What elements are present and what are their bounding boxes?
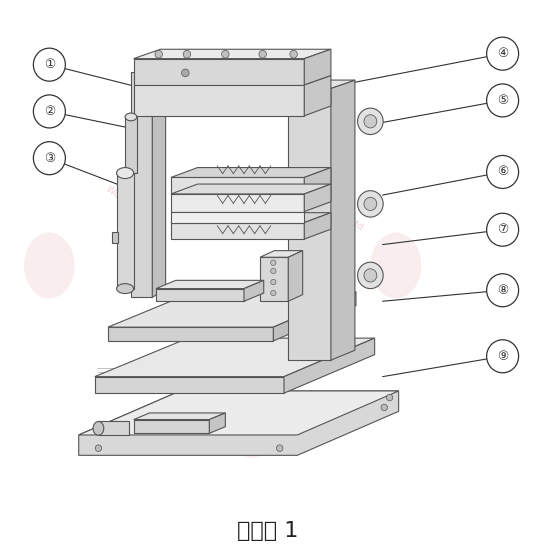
Polygon shape (171, 178, 304, 194)
Polygon shape (152, 66, 166, 298)
Polygon shape (156, 289, 244, 301)
Polygon shape (133, 49, 331, 59)
Circle shape (271, 290, 276, 296)
Polygon shape (131, 72, 152, 298)
Ellipse shape (24, 232, 75, 299)
Circle shape (290, 50, 297, 58)
Polygon shape (273, 292, 356, 341)
Circle shape (95, 445, 102, 451)
Circle shape (381, 404, 388, 411)
Circle shape (358, 262, 383, 289)
Polygon shape (79, 391, 399, 455)
Circle shape (487, 274, 519, 307)
Polygon shape (108, 327, 273, 341)
Circle shape (487, 213, 519, 246)
Text: ⑥: ⑥ (497, 165, 508, 179)
Circle shape (221, 50, 229, 58)
Polygon shape (288, 80, 355, 88)
Text: ③: ③ (44, 152, 55, 165)
Circle shape (386, 394, 393, 401)
Circle shape (33, 48, 65, 81)
Ellipse shape (116, 168, 133, 179)
Ellipse shape (116, 284, 133, 294)
Polygon shape (133, 85, 304, 116)
Text: ⑨: ⑨ (497, 350, 508, 363)
Polygon shape (133, 413, 225, 420)
Polygon shape (95, 377, 284, 393)
Circle shape (33, 95, 65, 128)
Text: 沃顿股份
Woform Co.,Ltd.: 沃顿股份 Woform Co.,Ltd. (190, 325, 260, 382)
Polygon shape (95, 338, 375, 377)
Polygon shape (304, 76, 331, 116)
Circle shape (364, 114, 377, 128)
Polygon shape (260, 257, 288, 301)
Polygon shape (304, 213, 331, 239)
Polygon shape (108, 292, 356, 327)
Circle shape (358, 191, 383, 217)
Polygon shape (288, 88, 331, 360)
Circle shape (364, 197, 377, 211)
Ellipse shape (93, 421, 104, 435)
Circle shape (271, 260, 276, 265)
Text: 示意图 1: 示意图 1 (237, 521, 299, 541)
Polygon shape (156, 280, 264, 289)
Text: 沃顿股份
Woform Co.,Ltd.: 沃顿股份 Woform Co.,Ltd. (302, 176, 373, 234)
Ellipse shape (125, 113, 137, 121)
Text: ①: ① (44, 58, 55, 71)
Circle shape (364, 269, 377, 282)
Polygon shape (288, 251, 303, 301)
Polygon shape (171, 168, 331, 178)
Circle shape (487, 37, 519, 70)
Polygon shape (210, 413, 225, 434)
Circle shape (487, 340, 519, 373)
Polygon shape (304, 184, 331, 212)
Bar (99, 421, 129, 435)
Circle shape (277, 445, 283, 451)
Polygon shape (304, 168, 331, 194)
Ellipse shape (371, 232, 421, 299)
Polygon shape (244, 280, 264, 301)
Circle shape (183, 50, 191, 58)
Circle shape (487, 84, 519, 117)
Polygon shape (284, 338, 375, 393)
Circle shape (358, 108, 383, 134)
Polygon shape (260, 251, 303, 257)
Polygon shape (331, 80, 355, 360)
Polygon shape (133, 59, 304, 85)
Text: ⑦: ⑦ (497, 223, 508, 236)
Polygon shape (125, 117, 137, 173)
Polygon shape (171, 213, 331, 222)
Circle shape (271, 279, 276, 285)
Circle shape (259, 50, 266, 58)
Polygon shape (112, 232, 117, 243)
Text: ④: ④ (497, 47, 508, 60)
Text: ⑤: ⑤ (497, 94, 508, 107)
Text: 沃顿股份
Woform Co.,Ltd.: 沃顿股份 Woform Co.,Ltd. (105, 176, 175, 234)
Circle shape (182, 69, 189, 77)
Circle shape (155, 50, 162, 58)
Polygon shape (133, 420, 210, 434)
Polygon shape (304, 49, 331, 85)
Circle shape (487, 155, 519, 189)
Polygon shape (171, 222, 304, 239)
Polygon shape (171, 194, 304, 212)
Circle shape (33, 142, 65, 175)
Polygon shape (79, 391, 399, 435)
Polygon shape (171, 212, 304, 222)
Polygon shape (116, 173, 133, 289)
Circle shape (271, 268, 276, 274)
Text: ⑧: ⑧ (497, 284, 508, 297)
Ellipse shape (227, 392, 277, 458)
Text: ②: ② (44, 105, 55, 118)
Polygon shape (171, 184, 331, 194)
